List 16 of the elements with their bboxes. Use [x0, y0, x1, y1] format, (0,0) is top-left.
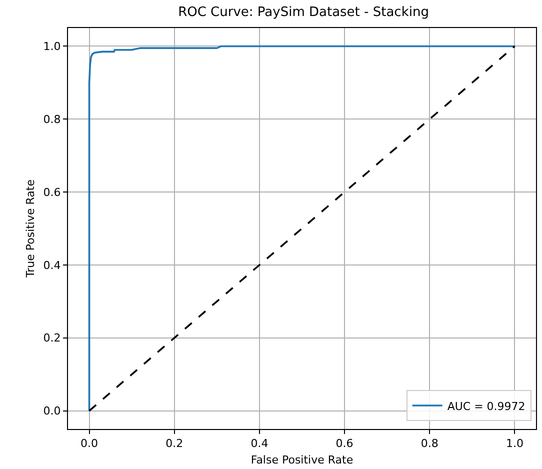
x-axis-title: False Positive Rate — [250, 453, 354, 466]
legend-label: AUC = 0.9972 — [447, 400, 526, 413]
y-tick-label: 0.4 — [43, 258, 61, 272]
x-tick-label: 0.0 — [80, 437, 98, 450]
y-axis-title: True Positive Rate — [24, 179, 37, 278]
y-tick-label: 0.6 — [43, 186, 61, 199]
x-tick-label: 0.8 — [420, 437, 438, 450]
x-tick-label: 0.6 — [336, 437, 354, 450]
x-tick-label: 0.2 — [166, 437, 184, 450]
chart-title: ROC Curve: PaySim Dataset - Stacking — [178, 5, 429, 20]
y-tick-label: 0.0 — [43, 404, 61, 418]
y-tick-label: 0.8 — [43, 112, 61, 126]
y-tick-label: 0.2 — [43, 332, 61, 345]
x-tick-label: 0.4 — [250, 437, 268, 450]
y-tick-label: 1.0 — [43, 40, 61, 54]
x-tick-label: 1.0 — [506, 437, 524, 450]
